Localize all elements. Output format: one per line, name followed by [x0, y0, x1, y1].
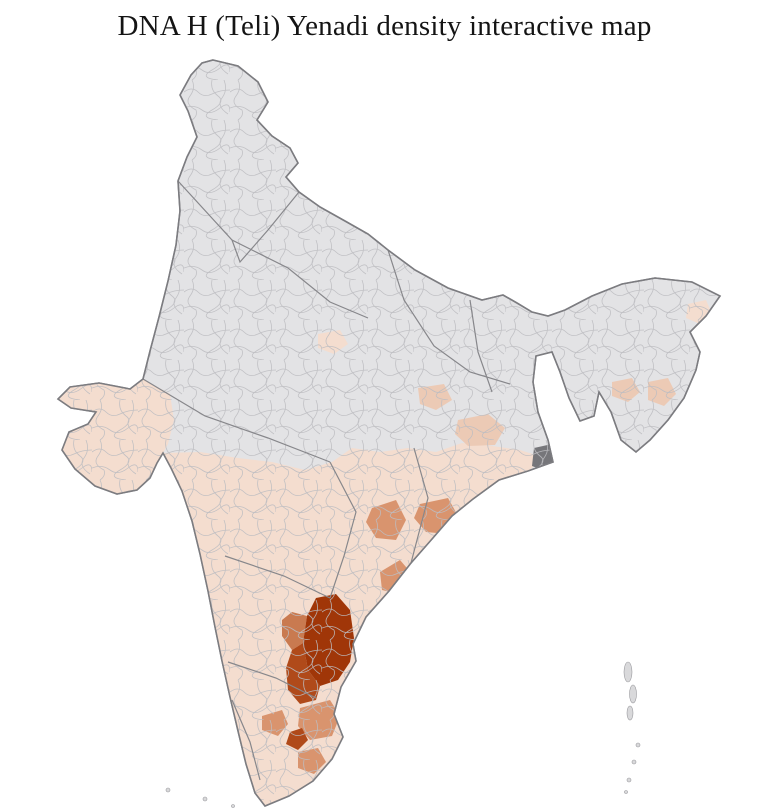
map-title: DNA H (Teli) Yenadi density interactive …: [117, 10, 652, 42]
india-outline: [56, 59, 722, 807]
island-chain-east[interactable]: [623, 661, 641, 794]
island-dots-southwest[interactable]: [165, 787, 235, 808]
state-boundaries: [142, 180, 511, 781]
